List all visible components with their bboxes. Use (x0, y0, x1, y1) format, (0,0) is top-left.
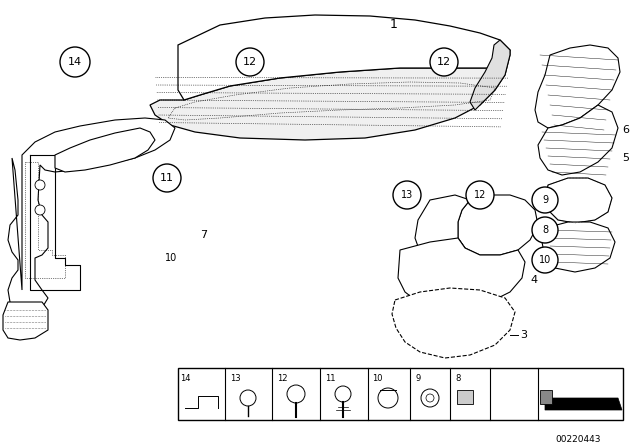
Bar (540, 390, 552, 404)
Text: 10: 10 (539, 255, 551, 265)
Text: 8: 8 (455, 374, 460, 383)
Text: 14: 14 (180, 374, 191, 383)
Text: 12: 12 (437, 57, 451, 67)
Bar (457, 390, 473, 404)
Bar (178, 368, 623, 420)
Circle shape (60, 47, 90, 77)
Polygon shape (538, 105, 618, 175)
Text: 3: 3 (520, 330, 527, 340)
Text: 2: 2 (540, 250, 547, 260)
Circle shape (532, 217, 558, 243)
Text: 9: 9 (415, 374, 420, 383)
Text: 12: 12 (474, 190, 486, 200)
Polygon shape (458, 195, 538, 255)
Polygon shape (545, 398, 622, 410)
Text: 11: 11 (325, 374, 335, 383)
Circle shape (532, 247, 558, 273)
Text: 00220443: 00220443 (556, 435, 601, 444)
Text: 10: 10 (372, 374, 383, 383)
Polygon shape (55, 128, 155, 172)
Polygon shape (3, 302, 48, 340)
Text: 1: 1 (390, 18, 398, 31)
Polygon shape (398, 238, 525, 308)
Polygon shape (535, 45, 620, 128)
Circle shape (532, 187, 558, 213)
Text: 11: 11 (160, 173, 174, 183)
Text: 6: 6 (622, 125, 629, 135)
Text: 10: 10 (165, 253, 177, 263)
Polygon shape (545, 178, 612, 223)
Text: 8: 8 (542, 225, 548, 235)
Polygon shape (8, 118, 175, 312)
Text: 4: 4 (530, 275, 537, 285)
Circle shape (35, 180, 45, 190)
Circle shape (236, 48, 264, 76)
Text: 7: 7 (200, 230, 207, 240)
Polygon shape (150, 50, 510, 140)
Polygon shape (542, 222, 615, 272)
Polygon shape (415, 195, 470, 258)
Text: 14: 14 (68, 57, 82, 67)
Polygon shape (470, 40, 510, 110)
Text: 12: 12 (277, 374, 287, 383)
Text: 12: 12 (243, 57, 257, 67)
Text: 13: 13 (230, 374, 241, 383)
Text: 5: 5 (622, 153, 629, 163)
Circle shape (35, 205, 45, 215)
Circle shape (393, 181, 421, 209)
Polygon shape (178, 15, 510, 100)
Text: 13: 13 (401, 190, 413, 200)
Text: 9: 9 (542, 195, 548, 205)
Circle shape (430, 48, 458, 76)
Circle shape (153, 164, 181, 192)
Circle shape (466, 181, 494, 209)
Polygon shape (392, 288, 515, 358)
